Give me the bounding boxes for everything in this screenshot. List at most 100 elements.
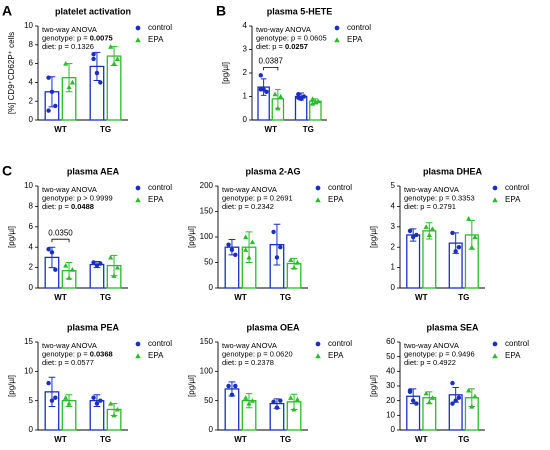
point	[272, 91, 278, 97]
y-tick-label: 5	[29, 396, 34, 405]
point	[309, 100, 316, 106]
annotation-text: two-way ANOVA	[404, 185, 459, 194]
x-tick-label: TG	[458, 293, 469, 302]
point	[291, 265, 297, 270]
annotation-text: diet: p =	[42, 42, 71, 51]
legend-label: EPA	[347, 35, 363, 44]
legend-label: control	[347, 23, 371, 32]
annotation: two-way ANOVA	[42, 341, 97, 350]
annotation-text: diet: p =	[222, 202, 251, 211]
point	[49, 250, 55, 255]
y-tick-label: 1	[391, 263, 396, 272]
point	[301, 94, 307, 99]
point	[94, 70, 100, 76]
legend-marker	[492, 197, 498, 203]
panel-label: C	[2, 163, 12, 179]
annotation: diet: p = 0.1326	[42, 42, 94, 51]
point	[98, 80, 103, 85]
y-tick-label: 150	[200, 207, 214, 216]
annotation: genotype: p = 0.2691	[222, 193, 293, 202]
y-tick-label: 2	[243, 68, 248, 77]
x-tick-label: TG	[100, 435, 111, 444]
legend-marker	[315, 197, 321, 203]
chart-title: plasma AEA	[67, 166, 120, 176]
point	[278, 93, 284, 99]
y-tick-label: 100	[200, 232, 214, 241]
y-tick-label: 0	[243, 115, 248, 124]
annotation-text: diet: p =	[404, 202, 433, 211]
point	[472, 234, 478, 240]
legend-label: EPA	[148, 351, 164, 360]
point	[226, 242, 231, 247]
point	[114, 265, 121, 270]
y-axis-label: [pg/µl]	[369, 226, 378, 248]
legend-label: EPA	[505, 351, 521, 360]
y-tick-label: 2	[29, 263, 34, 272]
point	[53, 267, 58, 272]
annotation-p: 0.0488	[71, 202, 94, 211]
point	[46, 247, 51, 252]
annotation-text: genotype: p >	[42, 193, 90, 202]
point	[94, 263, 100, 268]
x-tick-label: WT	[415, 293, 428, 302]
chart-title: platelet activation	[55, 6, 131, 16]
point	[258, 73, 264, 78]
legend-marker	[135, 25, 141, 31]
point	[426, 232, 432, 238]
point	[94, 401, 100, 406]
point	[450, 401, 455, 406]
legend-label: EPA	[328, 351, 344, 360]
annotation-text: genotype: p =	[256, 33, 304, 42]
point	[66, 401, 72, 406]
y-tick-label: 2	[29, 96, 34, 105]
annotation: genotype: p = 0.0605	[256, 33, 327, 42]
annotation-text: genotype: p =	[222, 349, 270, 358]
y-tick-label: 200	[200, 181, 214, 190]
annotation-text: two-way ANOVA	[256, 25, 311, 34]
annotation-text: two-way ANOVA	[42, 25, 97, 34]
y-tick-label: 1	[243, 92, 248, 101]
point	[258, 87, 264, 92]
y-tick-label: 5	[391, 181, 396, 190]
y-axis-label: [pg/µl]	[187, 375, 196, 397]
legend-marker	[315, 353, 321, 359]
y-tick-label: 0	[29, 115, 34, 124]
annotation-text: genotype: p =	[222, 193, 270, 202]
y-tick-label: 100	[200, 366, 214, 375]
annotation: two-way ANOVA	[222, 341, 277, 350]
annotation-text: two-way ANOVA	[404, 341, 459, 350]
point	[243, 395, 249, 400]
point	[66, 275, 72, 280]
annotation-text: genotype: p =	[42, 349, 90, 358]
point	[246, 254, 252, 260]
annotation: genotype: p = 0.0368	[42, 349, 113, 358]
annotation-text: diet: p =	[42, 202, 71, 211]
annotation: diet: p = 0.0577	[42, 358, 94, 367]
point	[423, 390, 429, 396]
legend-marker	[135, 37, 141, 43]
point	[49, 89, 55, 95]
x-tick-label: WT	[54, 125, 67, 134]
y-tick-label: 150	[200, 337, 214, 346]
point	[414, 232, 419, 238]
point	[450, 380, 455, 386]
y-tick-label: 0	[391, 283, 396, 292]
point	[288, 395, 294, 400]
annotation-p: 0.0620	[270, 349, 293, 358]
y-tick-label: 0	[209, 425, 214, 434]
annotation-p: 0.0257	[285, 42, 308, 51]
y-tick-label: 2	[391, 242, 396, 251]
legend-marker	[135, 185, 141, 191]
annotation: genotype: p = 0.0620	[222, 349, 293, 358]
point	[294, 259, 301, 265]
annotation: diet: p = 0.0488	[42, 202, 94, 211]
legend-label: control	[328, 183, 352, 192]
significance-bracket	[263, 66, 279, 71]
point	[453, 398, 458, 403]
annotation-text: genotype: p =	[404, 193, 452, 202]
y-tick-label: 0	[391, 425, 396, 434]
point	[296, 91, 301, 97]
legend-label: control	[148, 339, 172, 348]
annotation-p: 0.3353	[452, 193, 475, 202]
point	[271, 229, 276, 235]
